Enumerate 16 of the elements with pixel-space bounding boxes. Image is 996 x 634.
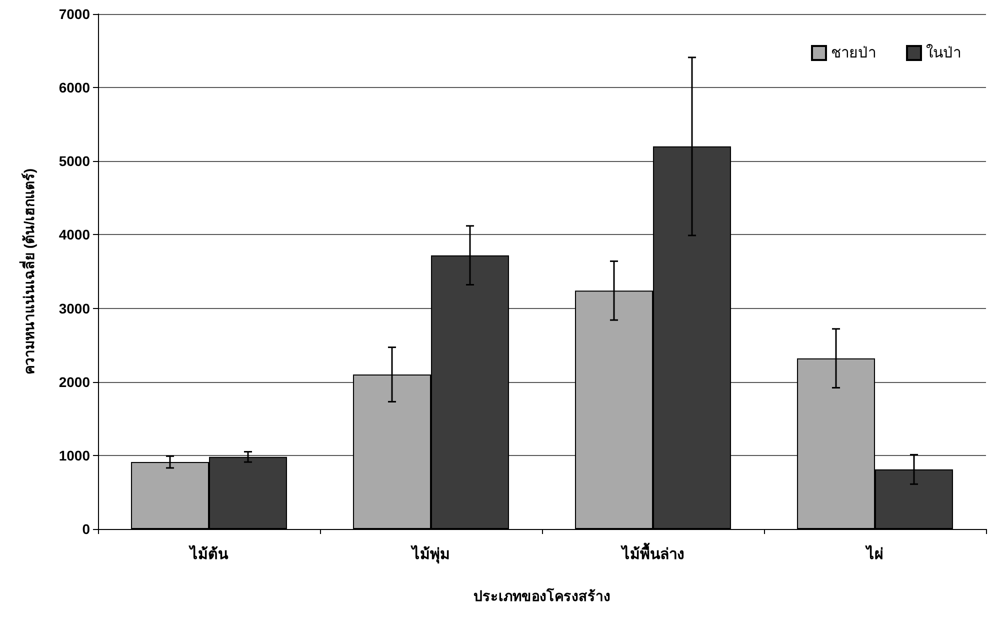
x-tick-label: ไผ่ <box>864 544 884 563</box>
x-tick-label: ไม้ต้น <box>188 544 229 563</box>
y-tick-label: 5000 <box>58 153 90 170</box>
y-tick-label: 6000 <box>58 80 90 96</box>
legend-label: ในป่า <box>926 44 961 62</box>
y-tick-label: 3000 <box>58 300 90 316</box>
legend-label: ชายป่า <box>831 44 876 62</box>
x-axis-title: ประเภทของโครงสร้าง <box>474 587 610 604</box>
y-tick-label: 7000 <box>58 6 90 22</box>
y-tick-label: 4000 <box>58 226 90 243</box>
y-tick-label: 0 <box>82 521 90 537</box>
x-tick-label: ไม้พุ่ม <box>410 544 450 564</box>
y-axis-title: ความหนาแน่นเฉลี่ย (ต้น/เฮกแตร์) <box>19 168 37 375</box>
y-tick-label: 1000 <box>58 447 90 464</box>
x-tick-label: ไม้พื้นล่าง <box>620 542 684 563</box>
y-tick-label: 2000 <box>58 374 90 390</box>
